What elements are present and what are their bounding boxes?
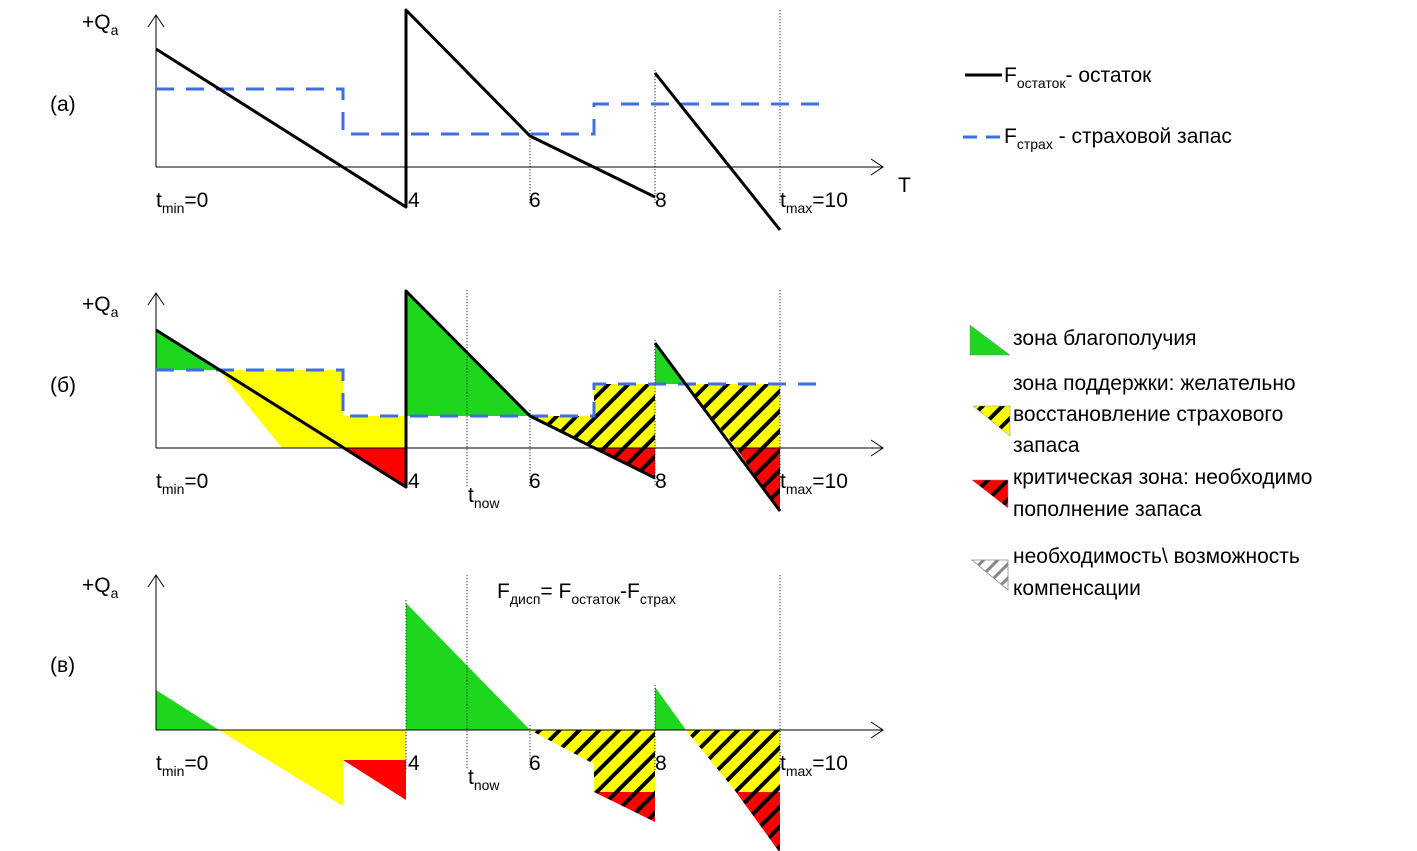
legend-hatch-swatch — [970, 559, 1009, 591]
stock-line-b-2 — [653, 342, 782, 512]
tick-4-c: 4 — [408, 752, 420, 775]
y-axis-arrow-a — [147, 14, 165, 28]
legend-red-swatch — [971, 479, 1009, 509]
panel-b-label: (б) — [50, 374, 76, 397]
tick-8-a: 8 — [655, 189, 667, 212]
x-axis-arrow-c — [870, 721, 884, 739]
legend-yellow-swatch — [972, 405, 1011, 437]
legend-hatch-line2: компенсации — [1013, 577, 1141, 600]
zone-hatched-red-2-c — [736, 792, 780, 851]
legend-safety-label: Fстрах - страховой запас — [1004, 125, 1232, 152]
stock-line-b-1 — [155, 289, 656, 489]
tick-tmax-c: tmax=10 — [780, 752, 848, 779]
zone-hatched-yellow-3-c — [686, 730, 780, 792]
legend-yellow-line3: запаса — [1013, 434, 1080, 457]
zone-yellow-2-b — [343, 416, 406, 448]
tick-tmin-a: tmin=0 — [156, 189, 208, 216]
legend-hatch-line1: необходимость\ возможность — [1013, 545, 1300, 568]
safety-stock-line-b — [156, 368, 825, 418]
tick-tmax-b: tmax=10 — [780, 470, 848, 497]
panel-c: (в) +Qa Fдисп= Fостаток-Fстрах tmin=0 4 … — [50, 574, 884, 851]
safety-stock-line-a — [156, 87, 825, 136]
tick-tmin-c: tmin=0 — [156, 752, 208, 779]
stock-line-a-1 — [155, 8, 656, 209]
panel-c-label: (в) — [50, 654, 75, 677]
legend-yellow-line2: восстановление страхового — [1013, 403, 1283, 426]
zone-red-1-c — [343, 760, 406, 800]
legend-red-line2: пополнение запаса — [1013, 498, 1202, 521]
legend: Fостаток- остаток Fстрах - страховой зап… — [963, 64, 1313, 600]
x-axis-label-a: T — [898, 174, 911, 197]
zone-green-2-c — [406, 603, 530, 730]
tick-4-b: 4 — [408, 470, 420, 493]
zone-green-1-c — [156, 690, 219, 730]
x-axis-arrow-b — [870, 439, 884, 457]
panel-a-label: (а) — [50, 93, 76, 116]
tick-6-b: 6 — [529, 470, 541, 493]
legend-green-label: зона благополучия — [1013, 327, 1196, 350]
tick-tmin-b: tmin=0 — [156, 470, 208, 497]
tick-6-a: 6 — [529, 189, 541, 212]
legend-rest-label: Fостаток- остаток — [1004, 64, 1152, 91]
tick-4-a: 4 — [408, 189, 420, 212]
tick-8-b: 8 — [655, 470, 667, 493]
zone-hatched-yellow-2-b — [686, 384, 780, 448]
zone-green-3-c — [655, 687, 686, 730]
stock-line-a-2 — [653, 72, 782, 231]
y-axis-label-a: +Qa — [82, 11, 119, 38]
zone-hatched-yellow-2-c — [594, 730, 655, 792]
zone-hatched-yellow-1-c — [530, 730, 594, 764]
tick-8-c: 8 — [655, 752, 667, 775]
x-axis-arrow-a — [870, 158, 884, 176]
tick-tmax-a: tmax=10 — [780, 189, 848, 216]
y-axis-label-b: +Qa — [82, 293, 119, 320]
formula-label: Fдисп= Fостаток-Fстрах — [497, 580, 676, 607]
zone-hatched-red-1-c — [594, 792, 655, 822]
tick-tnow-c: tnow — [468, 766, 500, 793]
legend-yellow-line1: зона поддержки: желательно — [1013, 372, 1296, 395]
legend-red-line1: критическая зона: необходимо — [1013, 466, 1313, 489]
y-axis-arrow-b — [147, 292, 165, 306]
tick-tnow-b: tnow — [468, 484, 500, 511]
panel-a: (а) +Qa T tmin=0 4 6 8 tmax=10 — [50, 8, 911, 231]
panel-b: (б) +Qa tmin=0 4 tnow 6 8 tmax=10 — [50, 289, 884, 512]
legend-green-swatch — [969, 324, 1011, 356]
y-axis-arrow-c — [147, 574, 165, 588]
y-axis-label-c: +Qa — [82, 574, 119, 601]
zone-yellow-2-c — [343, 730, 406, 760]
zone-yellow-1-c — [219, 730, 343, 806]
tick-6-c: 6 — [529, 752, 541, 775]
